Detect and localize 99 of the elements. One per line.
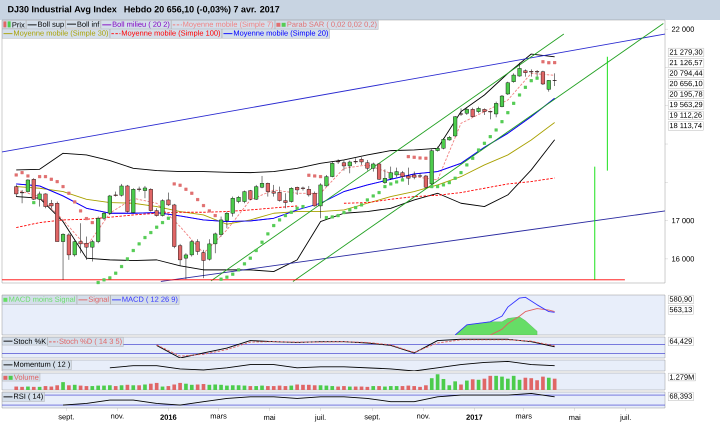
bar bbox=[512, 376, 516, 390]
bar bbox=[318, 385, 322, 390]
bar bbox=[482, 378, 486, 390]
bar bbox=[61, 382, 65, 390]
bar bbox=[84, 386, 88, 390]
bar bbox=[336, 386, 340, 390]
bar bbox=[418, 386, 422, 390]
bar bbox=[453, 381, 457, 390]
bar bbox=[26, 386, 30, 390]
bar bbox=[236, 385, 240, 390]
bar bbox=[348, 386, 352, 390]
bar bbox=[518, 380, 522, 390]
bar bbox=[120, 385, 124, 390]
bar bbox=[67, 385, 71, 390]
bar bbox=[278, 386, 282, 390]
bar bbox=[371, 386, 376, 390]
bar bbox=[72, 384, 77, 390]
bar bbox=[44, 386, 48, 390]
bar bbox=[196, 384, 200, 390]
line-series bbox=[16, 122, 556, 225]
bar bbox=[394, 386, 398, 390]
bar bbox=[342, 386, 346, 390]
bar bbox=[383, 386, 387, 390]
bar bbox=[412, 386, 416, 390]
bar bbox=[272, 386, 276, 390]
bar bbox=[160, 386, 164, 390]
bar bbox=[360, 386, 364, 390]
bar bbox=[354, 386, 358, 390]
chart-subtitle: Hebdo 20 656,10 (-0,03%) 7 avr. 2017 bbox=[124, 6, 280, 14]
bar bbox=[506, 378, 510, 390]
bar bbox=[436, 374, 440, 390]
bar bbox=[476, 380, 480, 390]
bar bbox=[546, 378, 551, 390]
bar bbox=[494, 376, 498, 390]
bar bbox=[295, 384, 299, 390]
bar bbox=[400, 386, 404, 390]
bar bbox=[108, 385, 112, 390]
bar bbox=[406, 386, 410, 390]
bar bbox=[49, 386, 54, 390]
bar bbox=[178, 382, 182, 390]
bar bbox=[202, 384, 206, 390]
bar bbox=[166, 386, 170, 390]
bar bbox=[242, 386, 246, 390]
bar bbox=[465, 380, 469, 390]
bar bbox=[330, 386, 334, 390]
bar bbox=[388, 386, 393, 390]
bar bbox=[137, 385, 141, 390]
bar bbox=[190, 384, 194, 390]
candlestick bbox=[453, 116, 458, 137]
bar bbox=[442, 378, 446, 390]
bar bbox=[301, 384, 305, 390]
bar bbox=[470, 379, 475, 390]
bar bbox=[541, 376, 545, 390]
bar bbox=[14, 386, 18, 390]
bar bbox=[148, 384, 153, 390]
bar bbox=[126, 384, 130, 390]
bar bbox=[90, 386, 94, 390]
bar bbox=[225, 386, 229, 390]
bar bbox=[424, 385, 428, 390]
bar bbox=[529, 378, 534, 390]
bar bbox=[55, 385, 60, 390]
bar bbox=[208, 384, 212, 390]
bar bbox=[266, 386, 270, 390]
bar bbox=[312, 385, 317, 390]
bar bbox=[20, 386, 24, 390]
chart-title: DJ30 Industrial Avg Index bbox=[8, 6, 117, 14]
bar bbox=[143, 384, 147, 390]
candlestick bbox=[458, 108, 464, 116]
bar bbox=[552, 378, 556, 390]
bar bbox=[32, 386, 36, 390]
bar bbox=[447, 385, 452, 390]
bar bbox=[230, 385, 235, 390]
bar bbox=[488, 376, 492, 390]
bar bbox=[254, 386, 258, 390]
bar bbox=[172, 384, 176, 390]
bar bbox=[500, 376, 504, 390]
bar bbox=[284, 386, 288, 390]
bar bbox=[96, 386, 100, 390]
bar bbox=[377, 386, 381, 390]
bar bbox=[260, 386, 264, 390]
bar bbox=[324, 386, 328, 390]
bar bbox=[307, 384, 311, 390]
bar bbox=[366, 386, 370, 390]
bar bbox=[430, 378, 434, 390]
bar bbox=[131, 385, 136, 390]
candlestick bbox=[506, 81, 510, 96]
bar bbox=[459, 384, 463, 390]
bar bbox=[248, 386, 252, 390]
bar bbox=[154, 382, 159, 390]
bar bbox=[78, 386, 82, 390]
bar bbox=[114, 386, 118, 390]
bar bbox=[535, 380, 539, 390]
bar bbox=[289, 386, 294, 390]
bar bbox=[184, 384, 188, 390]
bar bbox=[38, 386, 42, 390]
bar bbox=[213, 384, 218, 390]
bar bbox=[524, 378, 528, 390]
bar bbox=[219, 384, 223, 390]
bar bbox=[102, 386, 106, 390]
